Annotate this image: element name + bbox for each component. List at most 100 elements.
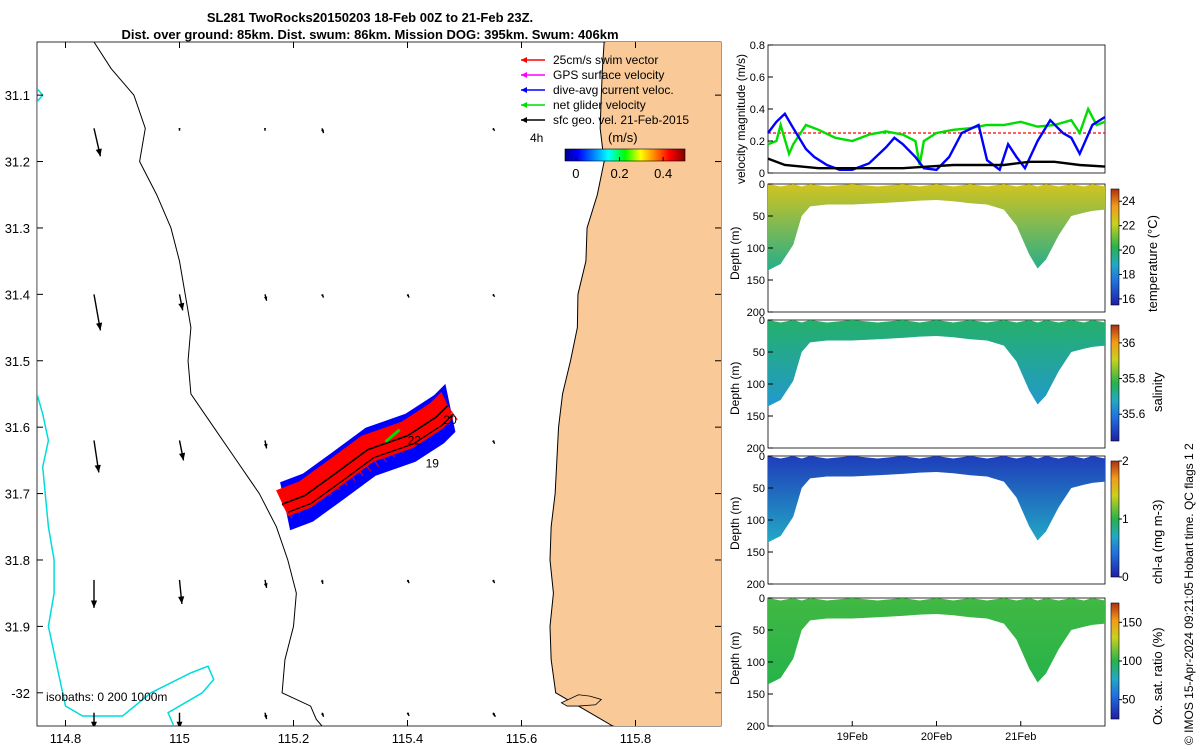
colorbar-tick-label-2: 0.4 [654, 166, 672, 181]
geo-vector-head-1 [178, 128, 181, 131]
swim-vector-1 [289, 499, 301, 514]
section-y-tick-label-3-0: 0 [759, 593, 765, 605]
geo-vector-head-12 [179, 452, 186, 461]
section-colorbar-tick-label-0-3: 22 [1122, 219, 1136, 233]
velocity-y-tick-label-2: 0.4 [750, 104, 765, 116]
legend-label-4: sfc geo. vel. 21-Feb-2015 [553, 113, 689, 127]
section-colorbar-tick-label-1-2: 36 [1122, 336, 1136, 350]
map-y-ticks: 31.1 31.2 31.3 31.4 31.5 31.6 31.7 31.8 31.9 -32 [5, 88, 721, 701]
section-y-tick-label-2-2: 100 [747, 515, 765, 527]
section-y-tick-label-1-0: 0 [759, 315, 765, 327]
section-colorbar-tick-label-2-2: 2 [1122, 454, 1129, 468]
velocity-axes-box [767, 44, 1106, 174]
map-y-tick-label: 31.3 [5, 221, 30, 236]
geo-vector-head-6 [178, 302, 185, 311]
time-tick-label-0: 19Feb [837, 731, 868, 743]
legend-arrow-0 [521, 57, 527, 63]
geo-vector-head-10 [492, 293, 495, 297]
legend-arrow-4 [521, 117, 527, 123]
section-colorbar-tick-label-0-4: 24 [1122, 194, 1136, 208]
depth-sections: 050100150200161820222405010015020035.635… [747, 179, 1146, 733]
section-field-3 [768, 598, 1105, 685]
section-y-tick-label-1-2: 100 [747, 379, 765, 391]
isobath-label: isobaths: 0 200 1000m [46, 690, 167, 704]
section-field-0 [768, 184, 1105, 271]
section-colorbar-tick-label-3-1: 100 [1122, 654, 1142, 668]
geo-vector-head-24 [264, 714, 268, 720]
section-field-2 [768, 456, 1105, 543]
section-y-tick-label-2-1: 50 [753, 483, 765, 495]
island [560, 694, 603, 707]
map-x-tick-label: 114.8 [50, 731, 82, 746]
legend-label-0: 25cm/s swim vector [553, 53, 658, 67]
section-colorbar-tick-label-1-1: 35.8 [1122, 372, 1146, 386]
time-axis-ticks: 19Feb 20Feb 21Feb [837, 721, 1036, 743]
time-tick-label-1: 20Feb [921, 731, 952, 743]
geo-vector-head-26 [406, 712, 410, 716]
section-y-tick-label-1-3: 150 [747, 411, 765, 423]
map-y-tick-label: 31.2 [5, 155, 30, 170]
section-colorbar-tick-label-0-2: 20 [1122, 243, 1136, 257]
section-colorbar-0 [1110, 188, 1120, 306]
section-y-tick-label-2-3: 150 [747, 547, 765, 559]
geo-vector-head-27 [492, 713, 496, 717]
velocity-y-tick-label-4: 0.8 [750, 40, 765, 52]
velocity-ylabel: velocity magnitude (m/s) [734, 53, 748, 184]
map-x-tick-label: 115.8 [620, 731, 652, 746]
map-x-tick-label: 115 [169, 731, 190, 746]
map-x-tick-label: 115.2 [278, 731, 310, 746]
swim-vector-10 [360, 457, 372, 472]
geo-vector-head-9 [406, 294, 410, 298]
section-y-tick-label-3-1: 50 [753, 625, 765, 637]
geo-vector-head-22 [91, 721, 97, 726]
geo-vector-head-2 [263, 128, 267, 131]
geo-vector-head-16 [90, 600, 98, 608]
time-step-label: 4h [530, 131, 543, 145]
swim-vector-7 [336, 471, 348, 486]
figure-title-line2: Dist. over ground: 85km. Dist. swum: 86k… [121, 27, 619, 42]
swim-vector-0 [281, 503, 293, 519]
velocity-y-tick-label-0: 0 [759, 168, 765, 180]
velocity-y-ticks: 0 0.2 0.4 0.6 0.8 [750, 40, 773, 180]
net-glider-velocity-vector [384, 428, 401, 443]
colorbar-tick-label-0: 0 [572, 166, 579, 181]
figure-title-line1: SL281 TwoRocks20150203 18-Feb 00Z to 21-… [206, 10, 534, 25]
map-y-tick-label: 31.1 [5, 88, 30, 103]
section-colorbar-3 [1110, 602, 1120, 720]
geo-vector-head-0 [95, 148, 102, 157]
section-colorbar-tick-label-0-0: 16 [1122, 292, 1136, 306]
glider-track: 22 19 20 [276, 383, 458, 531]
map-y-tick-label: 31.5 [5, 354, 30, 369]
velocity-series-1 [767, 106, 1106, 166]
legend-arrow-1 [521, 72, 527, 78]
isobath-200m [93, 42, 323, 726]
swim-vector-11 [368, 452, 380, 468]
map-y-tick-label: 31.9 [5, 619, 30, 634]
geo-vector-head-5 [96, 322, 103, 331]
velocity-series-3 [767, 157, 1106, 170]
section-y-tick-label-3-3: 150 [747, 689, 765, 701]
section-colorbar-tick-label-0-1: 18 [1122, 267, 1136, 281]
colorbar-label-temperature: temperature (°C) [1145, 215, 1160, 312]
legend-arrow-3 [521, 102, 527, 108]
geo-vector-head-19 [320, 580, 324, 584]
map-y-tick-label: 31.4 [5, 287, 30, 302]
section-field-1 [768, 320, 1105, 407]
section-colorbar-tick-label-1-0: 35.6 [1122, 407, 1146, 421]
colorbar-title: (m/s) [608, 130, 638, 145]
colorbar-label-salinity: salinity [1150, 372, 1165, 412]
geo-vector-head-8 [321, 294, 324, 298]
swim-vector-16 [407, 429, 419, 444]
velocity-series [767, 106, 1106, 172]
section-y-tick-label-0-1: 50 [753, 211, 765, 223]
geo-vector-head-15 [492, 440, 495, 444]
section-3: 0 50 100 150 200 50 100 150 [747, 593, 1143, 733]
geo-vector-head-25 [321, 713, 324, 717]
section-y-tick-label-1-1: 50 [753, 347, 765, 359]
velocity-y-tick-label-3: 0.6 [750, 72, 765, 84]
map-y-tick-label: 31.8 [5, 553, 30, 568]
section-colorbar-tick-label-2-1: 1 [1122, 512, 1129, 526]
section-colorbar-1 [1110, 324, 1120, 442]
time-tick-label-2: 21Feb [1005, 731, 1036, 743]
